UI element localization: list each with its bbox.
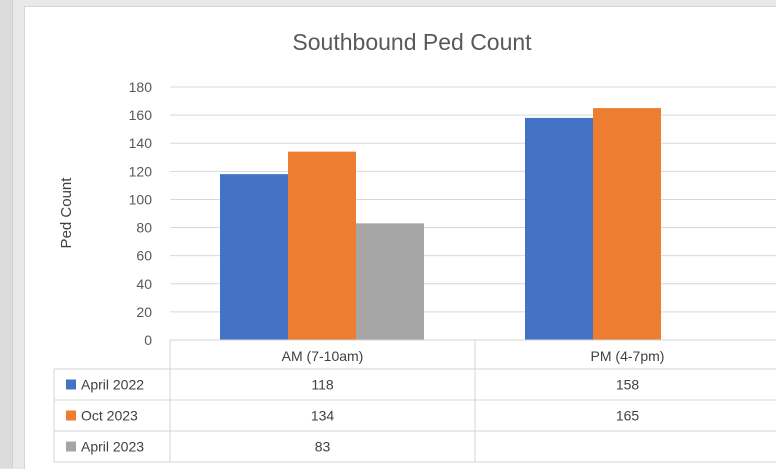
- category-label: AM (7-10am): [282, 348, 364, 364]
- y-tick-label: 160: [129, 107, 153, 123]
- y-tick-label: 120: [129, 163, 153, 179]
- data-label: 118: [311, 377, 334, 393]
- y-tick-label: 0: [144, 332, 152, 348]
- chart-title: Southbound Ped Count: [292, 29, 532, 55]
- legend-entry: April 2022: [81, 377, 144, 393]
- window-left-edge: [0, 0, 13, 468]
- y-axis-ticks: 0 20 40 60 80 100 120 140 160 180: [129, 79, 153, 348]
- bar: [356, 223, 424, 340]
- bars: [220, 108, 661, 340]
- bar: [525, 117, 593, 340]
- data-label: 165: [616, 408, 640, 424]
- legend-entry: Oct 2023: [81, 408, 138, 424]
- data-label: 134: [311, 408, 335, 424]
- y-tick-label: 40: [136, 276, 152, 292]
- y-tick-label: 20: [136, 304, 152, 320]
- data-table: AM (7-10am) PM (4-7pm) April 2022 118 158 Oct…: [53, 339, 776, 463]
- bar: [288, 151, 356, 340]
- y-axis-label: Ped Count: [58, 177, 75, 249]
- category-label: PM (4-7pm): [591, 348, 665, 364]
- y-tick-label: 100: [129, 191, 153, 207]
- legend-key: [66, 410, 76, 421]
- legend-key: [66, 379, 76, 390]
- bar: [220, 174, 288, 340]
- legend-key: [66, 441, 76, 452]
- bar: [593, 108, 661, 340]
- y-tick-label: 180: [129, 79, 153, 95]
- y-tick-label: 80: [136, 220, 152, 236]
- data-label: 158: [616, 377, 640, 393]
- y-tick-label: 140: [129, 135, 153, 151]
- legend-entry: April 2023: [81, 439, 144, 455]
- data-label: 83: [315, 439, 331, 455]
- y-tick-label: 60: [136, 248, 152, 264]
